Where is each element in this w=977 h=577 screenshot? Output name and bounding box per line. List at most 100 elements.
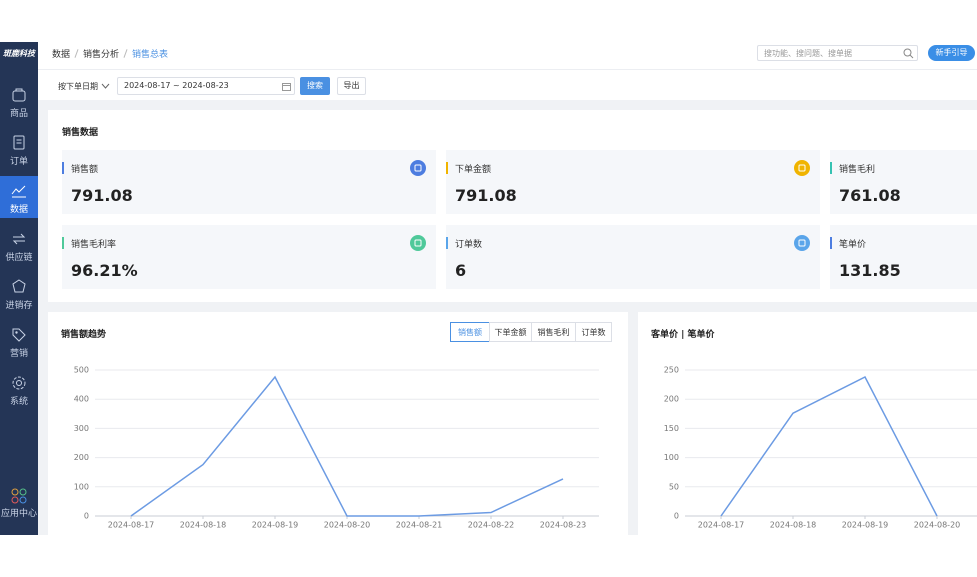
logo: 斑鹿科技 xyxy=(0,48,38,59)
stat-accent xyxy=(830,162,832,174)
data-line xyxy=(131,377,563,516)
x-tick-label: 2024-08-19 xyxy=(252,521,299,530)
crumb[interactable]: 数据 xyxy=(52,50,70,60)
icon-bg xyxy=(410,235,426,251)
stat-label: 订单数 xyxy=(455,237,482,250)
stat-card: 销售额 791.08 xyxy=(62,150,436,214)
line-chart: 0501001502002502024-08-172024-08-182024-… xyxy=(638,312,977,535)
export-button[interactable]: 导出 xyxy=(337,77,366,95)
stat-value: 791.08 xyxy=(71,186,133,205)
stat-icon xyxy=(794,235,810,251)
stat-icon xyxy=(794,160,810,176)
guide-button[interactable]: 新手引导 xyxy=(928,45,975,61)
stat-card: 下单金额 791.08 xyxy=(446,150,820,214)
crumb[interactable]: 销售分析 xyxy=(83,50,119,60)
nav-label: 供应链 xyxy=(5,253,32,263)
nav-item[interactable]: 进销存 xyxy=(0,272,38,314)
crumb-sep xyxy=(124,49,128,58)
date-type-label: 按下单日期 xyxy=(58,82,98,91)
stat-value: 96.21% xyxy=(71,261,138,280)
stat-label: 笔单价 xyxy=(839,237,866,250)
nav-icon xyxy=(10,374,28,392)
chart-card: 客单价 | 笔单价0501001502002502024-08-172024-0… xyxy=(638,312,977,535)
stat-accent xyxy=(446,162,448,174)
card-title: 销售数据 xyxy=(62,125,98,138)
stat-value: 791.08 xyxy=(455,186,517,205)
stat-accent xyxy=(62,237,64,249)
y-tick-label: 250 xyxy=(664,366,679,375)
date-type[interactable]: 按下单日期 xyxy=(58,81,110,92)
y-tick-label: 150 xyxy=(664,424,679,433)
nav-item[interactable]: 供应链 xyxy=(0,224,38,266)
x-tick-label: 2024-08-21 xyxy=(396,521,443,530)
x-tick-label: 2024-08-20 xyxy=(914,521,961,530)
y-tick-label: 500 xyxy=(74,366,89,375)
stat-icon xyxy=(410,235,426,251)
calendar-icon xyxy=(282,82,291,91)
stat-value: 131.85 xyxy=(839,261,901,280)
search-icon xyxy=(903,48,914,59)
app: 斑鹿科技 应用中心 商品订单数据供应链进销存营销系统 数据销售分析销售总表 搜功… xyxy=(0,42,977,535)
icon-bg xyxy=(794,235,810,251)
stat-label: 下单金额 xyxy=(455,162,491,175)
stat-label: 销售毛利 xyxy=(839,162,875,175)
sidebar: 斑鹿科技 应用中心 商品订单数据供应链进销存营销系统 xyxy=(0,42,38,535)
chart-card: 销售额趋势销售额下单金额销售毛利订单数01002003004005002024-… xyxy=(48,312,628,535)
icon-bg xyxy=(410,160,426,176)
nav-label: 应用中心 xyxy=(1,509,37,519)
search-button[interactable]: 搜索 xyxy=(300,77,330,95)
stat-value: 6 xyxy=(455,261,466,280)
nav-label: 数据 xyxy=(10,205,28,215)
nav-item[interactable]: 系统 xyxy=(0,368,38,410)
date-range-text: 2024-08-17 ~ 2024-08-23 xyxy=(124,81,229,90)
nav-icon xyxy=(10,182,28,200)
date-range[interactable]: 2024-08-17 ~ 2024-08-23 xyxy=(117,77,295,95)
y-tick-label: 100 xyxy=(74,482,89,491)
nav-item[interactable]: 数据 xyxy=(0,176,38,218)
nav-label: 系统 xyxy=(10,397,28,407)
stat-card: 订单数 6 xyxy=(446,225,820,289)
sales-card: 销售数据 销售额 791.08 下单金额 791.08 销售毛利761.08 销售毛利率 9… xyxy=(48,110,977,302)
y-tick-label: 200 xyxy=(664,395,679,404)
crumb-sep xyxy=(75,49,79,58)
nav-icon xyxy=(10,86,28,104)
nav-item[interactable]: 营销 xyxy=(0,320,38,362)
app-icon xyxy=(10,488,28,504)
search-placeholder: 搜功能、搜问题、搜单据 xyxy=(764,48,852,59)
crumb: 销售总表 xyxy=(132,50,168,60)
search-box[interactable]: 搜功能、搜问题、搜单据 xyxy=(757,45,918,61)
stat-label: 销售额 xyxy=(71,162,98,175)
stat-accent xyxy=(62,162,64,174)
icon-bg xyxy=(794,160,810,176)
line-chart: 01002003004005002024-08-172024-08-182024… xyxy=(48,312,628,535)
nav-icon xyxy=(10,326,28,344)
app-center[interactable]: 应用中心 xyxy=(0,482,38,524)
x-tick-label: 2024-08-17 xyxy=(698,521,745,530)
y-tick-label: 200 xyxy=(74,453,89,462)
stat-icon xyxy=(410,160,426,176)
nav-item[interactable]: 订单 xyxy=(0,128,38,170)
x-tick-label: 2024-08-18 xyxy=(770,521,817,530)
stat-accent xyxy=(830,237,832,249)
nav-item[interactable]: 商品 xyxy=(0,80,38,122)
data-line xyxy=(721,377,937,516)
x-tick-label: 2024-08-20 xyxy=(324,521,371,530)
nav-label: 营销 xyxy=(10,349,28,359)
stat-card: 销售毛利761.08 xyxy=(830,150,977,214)
x-tick-label: 2024-08-23 xyxy=(540,521,587,530)
stat-label: 销售毛利率 xyxy=(71,237,116,250)
x-tick-label: 2024-08-19 xyxy=(842,521,889,530)
nav-icon xyxy=(10,278,28,296)
y-tick-label: 0 xyxy=(674,512,679,521)
y-tick-label: 300 xyxy=(74,424,89,433)
x-tick-label: 2024-08-17 xyxy=(108,521,155,530)
y-tick-label: 100 xyxy=(664,453,679,462)
nav-label: 商品 xyxy=(10,109,28,119)
chevron xyxy=(101,83,110,89)
breadcrumb: 数据 销售分析 销售总表 xyxy=(52,47,168,60)
stat-card: 销售毛利率 96.21% xyxy=(62,225,436,289)
nav-label: 进销存 xyxy=(5,301,32,311)
y-tick-label: 0 xyxy=(84,512,89,521)
stat-accent xyxy=(446,237,448,249)
